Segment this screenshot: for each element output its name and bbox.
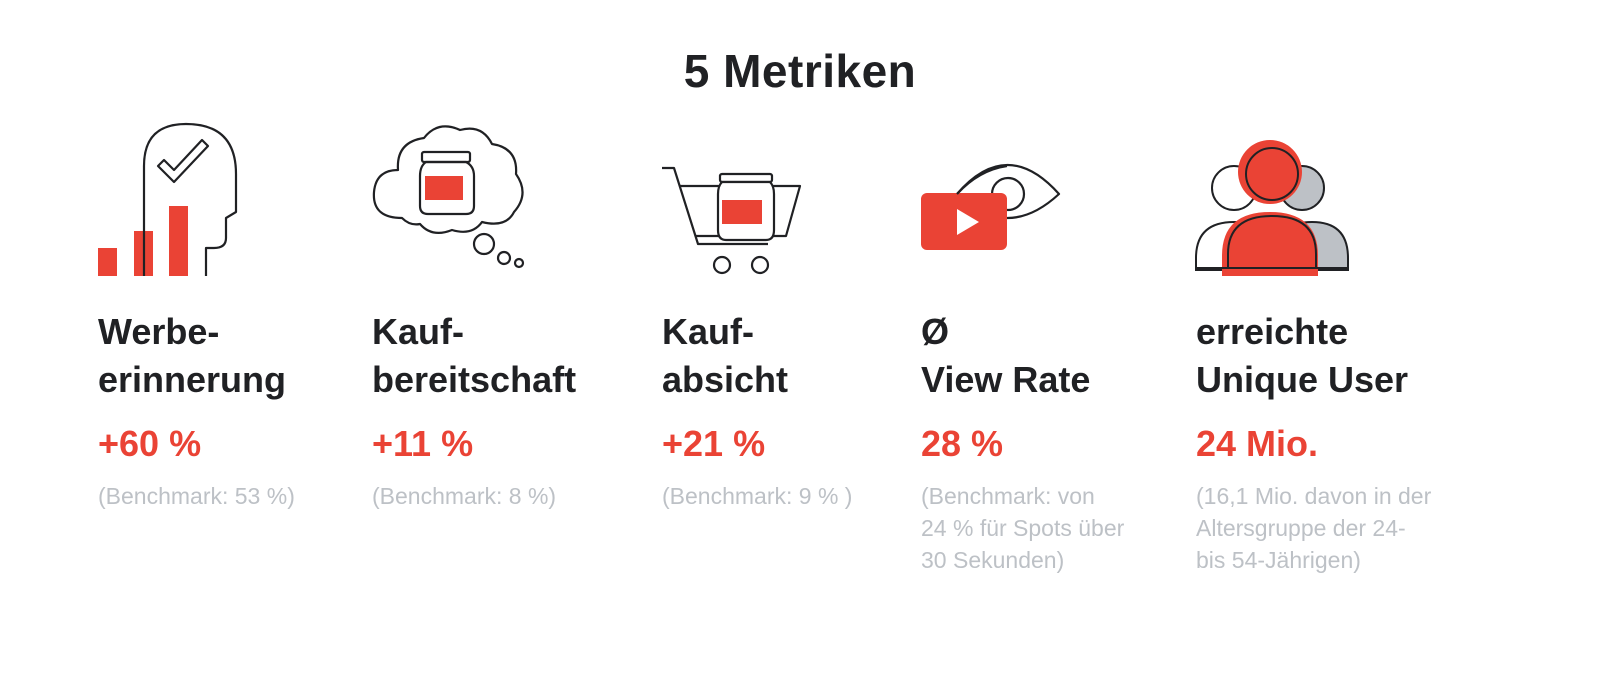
metric-label: erreichte Unique User bbox=[1196, 311, 1409, 400]
metric-value: 24 Mio. bbox=[1196, 423, 1319, 464]
metric-value: +11 % bbox=[372, 423, 474, 464]
metric-label: Kauf- absicht bbox=[662, 311, 789, 400]
metric-value: +21 % bbox=[662, 423, 766, 464]
metric-label: Ø View Rate bbox=[921, 311, 1091, 400]
metric-note: (Benchmark: 9 % ) bbox=[662, 483, 853, 509]
purchase-consideration-icon bbox=[372, 118, 612, 288]
metric-value: 28 % bbox=[921, 423, 1004, 464]
view-rate-icon bbox=[921, 118, 1161, 288]
metric-note: (16,1 Mio. davon in der Altersgruppe der… bbox=[1196, 483, 1432, 573]
metric-note: (Benchmark: 53 %) bbox=[98, 483, 295, 509]
metric-value: +60 % bbox=[98, 423, 202, 464]
unique-users-icon bbox=[1195, 118, 1436, 288]
metric-label: Werbe- erinnerung bbox=[98, 311, 287, 400]
purchase-intent-icon bbox=[662, 118, 902, 288]
ad-recall-icon bbox=[98, 118, 338, 288]
metric-label: Kauf- bereitschaft bbox=[372, 311, 577, 400]
page-title: 5 Metriken bbox=[683, 45, 917, 97]
metric-note: (Benchmark: 8 %) bbox=[372, 483, 557, 509]
metric-note: (Benchmark: von 24 % für Spots über 30 S… bbox=[921, 483, 1125, 573]
